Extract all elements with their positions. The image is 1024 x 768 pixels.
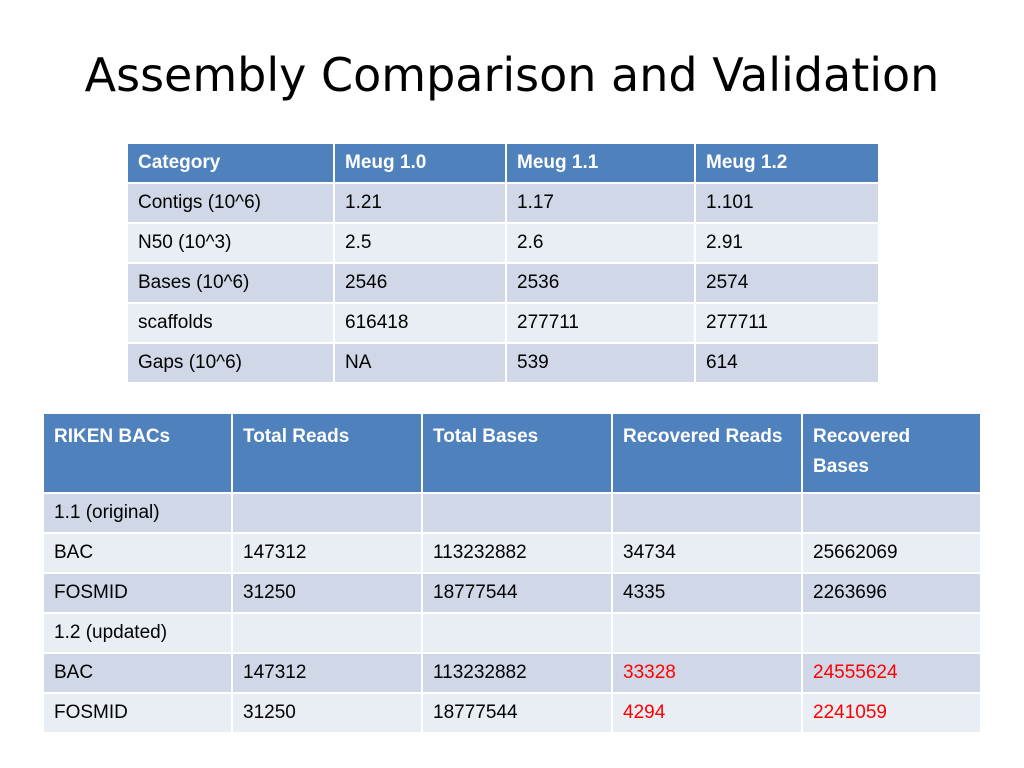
highlighted-cell: 2241059	[801, 692, 982, 734]
table-cell	[231, 492, 423, 534]
table-cell: Bases (10^6)	[126, 262, 335, 304]
table-cell: FOSMID	[42, 572, 233, 614]
header-cell: RIKEN BACs	[42, 412, 233, 494]
table-cell	[611, 612, 803, 654]
table-cell: 1.101	[694, 182, 880, 224]
table-row: FOSMID 31250 18777544 4335 2263696	[42, 572, 982, 614]
table-cell	[421, 492, 613, 534]
table-cell: 113232882	[421, 652, 613, 694]
table-cell: BAC	[42, 532, 233, 574]
table-cell	[421, 612, 613, 654]
table-cell: 113232882	[421, 532, 613, 574]
table-cell: 2.5	[333, 222, 507, 264]
table-cell: 614	[694, 342, 880, 384]
table-cell: 18777544	[421, 692, 613, 734]
table-cell	[611, 492, 803, 534]
table-row: Bases (10^6) 2546 2536 2574	[126, 262, 880, 304]
table-cell: 31250	[231, 572, 423, 614]
table-cell: 31250	[231, 692, 423, 734]
table-cell: 539	[505, 342, 696, 384]
table-cell: FOSMID	[42, 692, 233, 734]
highlighted-cell: 24555624	[801, 652, 982, 694]
header-cell: Recovered Reads	[611, 412, 803, 494]
table-cell: 277711	[505, 302, 696, 344]
table-cell: 2574	[694, 262, 880, 304]
table-header-row: RIKEN BACs Total Reads Total Bases Recov…	[42, 412, 982, 494]
table-cell: 34734	[611, 532, 803, 574]
table-cell: 277711	[694, 302, 880, 344]
table-cell: 147312	[231, 532, 423, 574]
table-cell: 147312	[231, 652, 423, 694]
table-cell: N50 (10^3)	[126, 222, 335, 264]
riken-bacs-validation-table: RIKEN BACs Total Reads Total Bases Recov…	[42, 412, 982, 734]
highlighted-cell: 4294	[611, 692, 803, 734]
table-cell: 1.17	[505, 182, 696, 224]
table-cell: 2546	[333, 262, 507, 304]
table-row: 1.1 (original)	[42, 492, 982, 534]
table-cell: scaffolds	[126, 302, 335, 344]
table-cell: 25662069	[801, 532, 982, 574]
slide-title: Assembly Comparison and Validation	[84, 48, 940, 102]
table-cell: BAC	[42, 652, 233, 694]
table-cell: NA	[333, 342, 507, 384]
table-row: Contigs (10^6) 1.21 1.17 1.101	[126, 182, 880, 224]
table-row: 1.2 (updated)	[42, 612, 982, 654]
header-cell: Meug 1.1	[505, 142, 696, 184]
table-row: Gaps (10^6) NA 539 614	[126, 342, 880, 384]
table-cell	[231, 612, 423, 654]
table-cell: 2.91	[694, 222, 880, 264]
table-cell: Contigs (10^6)	[126, 182, 335, 224]
table-cell: 1.1 (original)	[42, 492, 233, 534]
table-cell: 4335	[611, 572, 803, 614]
header-cell: Category	[126, 142, 335, 184]
table-cell: 2263696	[801, 572, 982, 614]
table-row: N50 (10^3) 2.5 2.6 2.91	[126, 222, 880, 264]
table-cell: 18777544	[421, 572, 613, 614]
table-row: scaffolds 616418 277711 277711	[126, 302, 880, 344]
header-cell: Total Reads	[231, 412, 423, 494]
table-cell: 616418	[333, 302, 507, 344]
assembly-comparison-table: Category Meug 1.0 Meug 1.1 Meug 1.2 Cont…	[126, 142, 880, 384]
table-header-row: Category Meug 1.0 Meug 1.1 Meug 1.2	[126, 142, 880, 184]
header-cell: Recovered Bases	[801, 412, 982, 494]
header-cell: Meug 1.2	[694, 142, 880, 184]
table-cell	[801, 612, 982, 654]
table-row: FOSMID 31250 18777544 4294 2241059	[42, 692, 982, 734]
header-cell: Meug 1.0	[333, 142, 507, 184]
highlighted-cell: 33328	[611, 652, 803, 694]
table-cell	[801, 492, 982, 534]
table-row: BAC 147312 113232882 34734 25662069	[42, 532, 982, 574]
table-row: BAC 147312 113232882 33328 24555624	[42, 652, 982, 694]
header-cell: Total Bases	[421, 412, 613, 494]
table-cell: 2.6	[505, 222, 696, 264]
table-cell: 2536	[505, 262, 696, 304]
table-cell: 1.2 (updated)	[42, 612, 233, 654]
table-cell: Gaps (10^6)	[126, 342, 335, 384]
table-cell: 1.21	[333, 182, 507, 224]
